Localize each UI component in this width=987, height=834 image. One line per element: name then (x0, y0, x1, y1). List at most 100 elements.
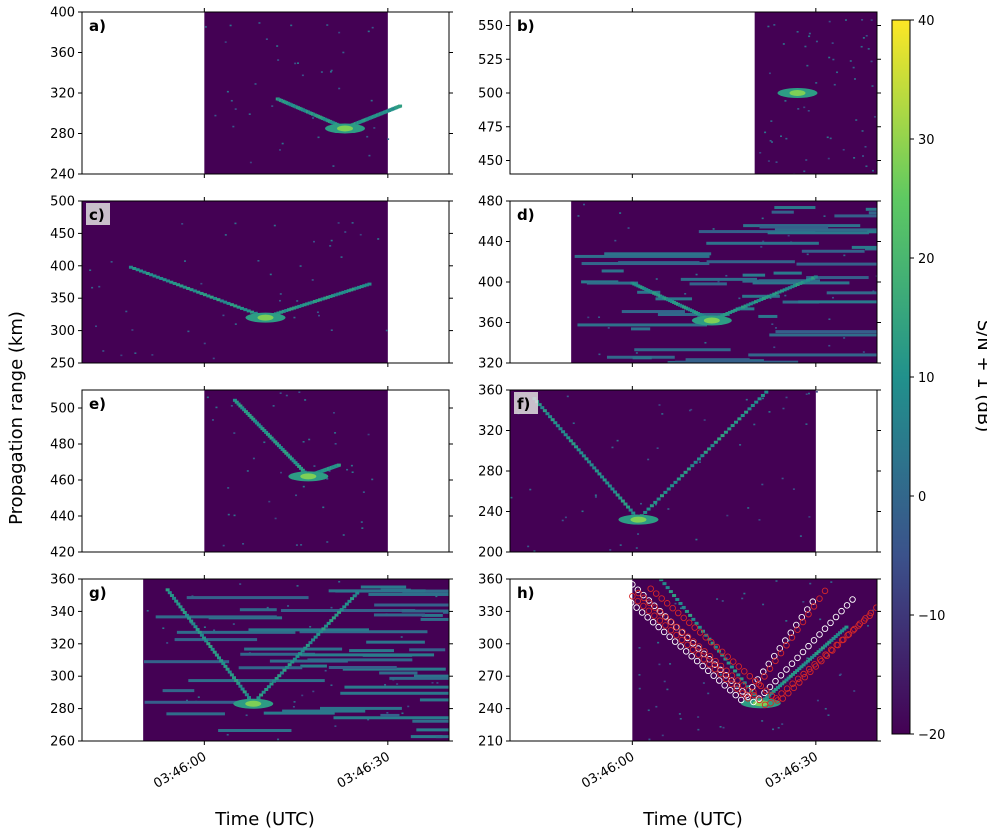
noise-pixel (273, 224, 276, 227)
echo-peak-core (703, 317, 720, 324)
noise-pixel (146, 609, 149, 612)
noise-pixel (658, 663, 661, 666)
noise-pixel (647, 458, 650, 461)
echo-pixel (245, 412, 250, 416)
model-marker (810, 637, 818, 644)
noise-pixel (648, 738, 651, 741)
echo-pixel (707, 447, 712, 451)
model-marker (750, 698, 757, 706)
streak (374, 603, 449, 607)
model-marker (633, 604, 640, 611)
noise-pixel (775, 161, 778, 163)
echo-pixel (329, 619, 334, 623)
noise-pixel (279, 392, 282, 394)
noise-pixel (206, 396, 209, 399)
streak (307, 658, 413, 662)
echo-pixel (736, 673, 741, 677)
echo-pixel (302, 303, 307, 307)
echo-pixel (675, 598, 680, 602)
noise-pixel (773, 24, 776, 26)
y-tick-label: 500 (50, 402, 75, 417)
model-marker (741, 668, 748, 675)
streak (758, 314, 778, 318)
model-marker (677, 643, 684, 650)
echo-pixel (298, 466, 303, 470)
noise-pixel (923, 626, 925, 628)
echo-pixel (262, 429, 267, 433)
model-marker (809, 598, 817, 605)
echo-pixel (581, 454, 586, 458)
noise-pixel (774, 327, 777, 329)
noise-pixel (234, 323, 237, 325)
streak (282, 709, 366, 713)
noise-pixel (726, 514, 729, 517)
panel-label: g) (89, 584, 107, 602)
noise-pixel (761, 217, 764, 220)
echo-pixel (720, 434, 725, 438)
echo-pixel (178, 605, 183, 609)
echo-pixel (801, 663, 806, 667)
echo-pixel (251, 417, 256, 421)
echo-pixel (594, 469, 599, 473)
model-marker (851, 625, 858, 633)
x-tick-label: 03:46:00 (579, 749, 637, 791)
noise-pixel (342, 534, 345, 536)
echo-pixel (659, 579, 664, 582)
echo-pixel (193, 625, 198, 629)
streak (630, 327, 651, 331)
y-tick-label: 450 (50, 227, 75, 242)
noise-pixel (344, 231, 347, 233)
x-tick-label: 03:46:30 (335, 749, 393, 791)
echo-pixel (810, 655, 815, 659)
echo-pixel (264, 687, 269, 691)
model-marker (793, 621, 800, 629)
streak (867, 230, 877, 234)
noise-pixel (799, 535, 802, 537)
echo-pixel (717, 437, 722, 441)
noise-pixel (371, 478, 374, 481)
heatmap-background (82, 201, 388, 363)
echo-pixel (169, 280, 174, 284)
noise-pixel (362, 491, 365, 493)
noise-pixel (213, 629, 216, 632)
echo-pixel (256, 423, 261, 427)
echo-pixel (240, 687, 245, 691)
panel-h: 210 240 270 300 330 360 h) 03:46:00 03:46:30 (478, 573, 925, 792)
noise-pixel (614, 239, 617, 242)
echo-pixel (243, 410, 248, 414)
noise-pixel (661, 734, 664, 737)
noise-pixel (366, 135, 369, 138)
echo-pixel (189, 619, 194, 623)
echo-pixel (788, 674, 793, 678)
noise-pixel (881, 679, 883, 681)
echo-pixel (307, 301, 312, 305)
echo-pixel (367, 282, 372, 286)
echo-pixel (738, 306, 743, 310)
echo-pixel (320, 297, 325, 301)
echo-pixel (833, 635, 838, 639)
echo-pixel (793, 670, 798, 674)
panel-label: d) (517, 206, 535, 224)
echo-pixel (795, 282, 800, 286)
echo-pixel (286, 308, 291, 312)
y-tick-label: 460 (50, 474, 75, 489)
echo-pixel (663, 490, 668, 494)
echo-pixel (176, 283, 181, 287)
noise-pixel (792, 488, 795, 490)
echo-pixel (772, 292, 777, 296)
model-marker (810, 603, 818, 610)
noise-pixel (224, 234, 227, 236)
noise-pixel (871, 169, 874, 172)
echo-pixel (566, 436, 571, 440)
noise-pixel (922, 646, 924, 648)
model-marker (799, 618, 807, 626)
model-marker (739, 690, 746, 697)
echo-pixel (605, 481, 610, 485)
noise-pixel (370, 99, 373, 102)
echo-pixel (734, 420, 739, 424)
echo-pixel (236, 402, 241, 406)
noise-pixel (510, 496, 513, 499)
y-tick-label: 320 (50, 637, 75, 652)
model-marker (844, 631, 851, 639)
echo-pixel (295, 654, 300, 658)
